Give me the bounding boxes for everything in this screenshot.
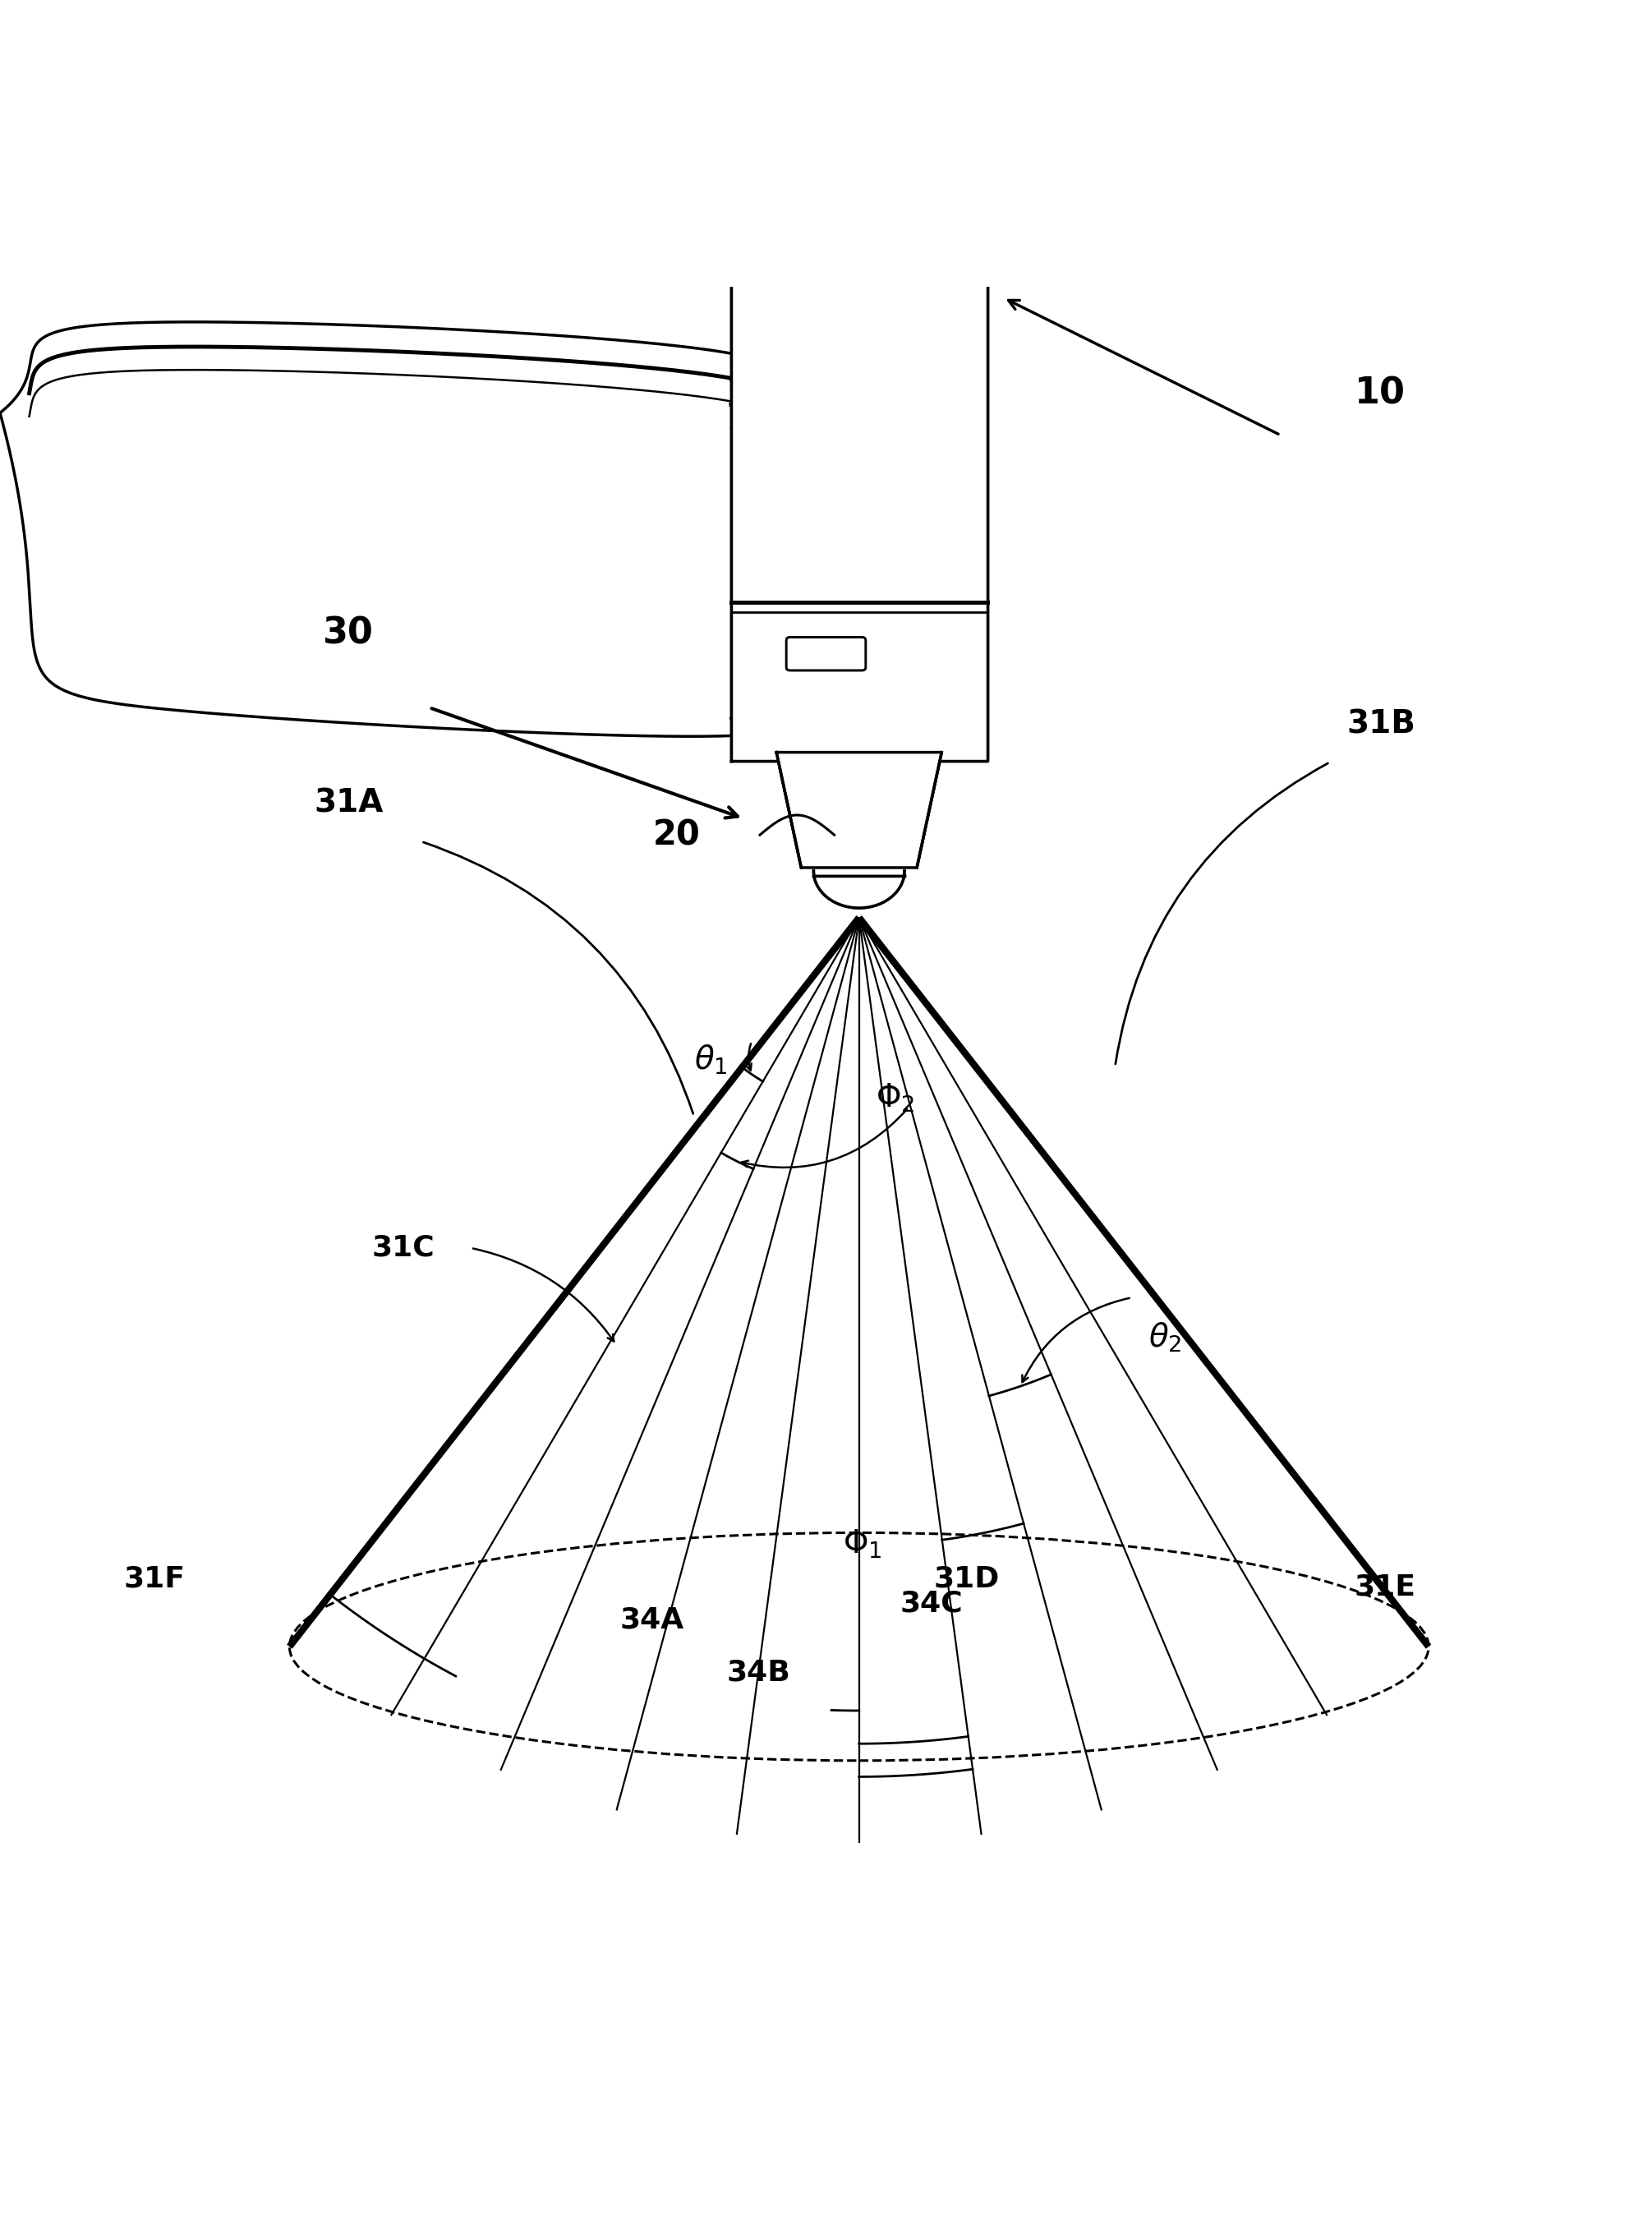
Polygon shape <box>729 158 990 231</box>
Polygon shape <box>730 231 986 761</box>
Text: 31E: 31E <box>1355 1573 1416 1600</box>
Text: 31C: 31C <box>372 1235 434 1262</box>
Text: $\Phi_2$: $\Phi_2$ <box>876 1081 915 1115</box>
Text: 30: 30 <box>322 616 373 652</box>
Text: 10: 10 <box>1355 376 1406 412</box>
Text: 31A: 31A <box>314 788 383 819</box>
Text: 31F: 31F <box>124 1564 185 1593</box>
Text: 34C: 34C <box>900 1589 963 1618</box>
FancyBboxPatch shape <box>786 636 866 670</box>
Text: $\Phi_1$: $\Phi_1$ <box>843 1529 882 1560</box>
Polygon shape <box>776 752 942 868</box>
Text: $\theta_1$: $\theta_1$ <box>694 1044 727 1077</box>
Polygon shape <box>730 231 986 761</box>
Text: 31B: 31B <box>1346 708 1416 741</box>
Text: 34A: 34A <box>620 1606 684 1633</box>
Text: 31D: 31D <box>933 1564 999 1593</box>
FancyBboxPatch shape <box>786 636 866 670</box>
Polygon shape <box>0 323 768 736</box>
Polygon shape <box>729 158 990 231</box>
Text: 34B: 34B <box>727 1658 791 1687</box>
Text: $\theta_2$: $\theta_2$ <box>1148 1322 1181 1355</box>
Text: 20: 20 <box>653 817 700 852</box>
Polygon shape <box>813 870 905 908</box>
